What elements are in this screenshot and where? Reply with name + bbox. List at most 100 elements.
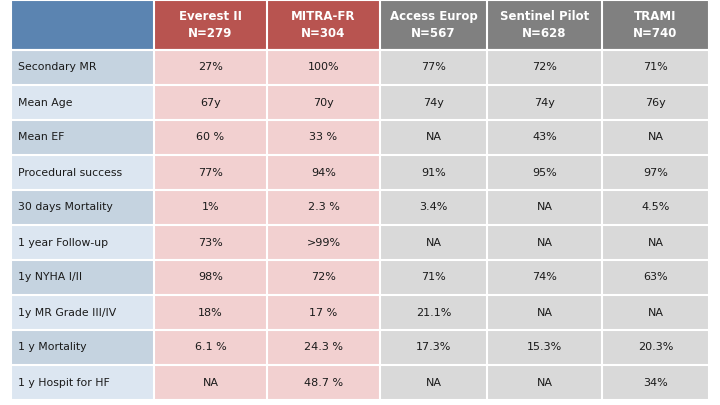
Text: 33 %: 33 %	[310, 132, 338, 143]
Text: >99%: >99%	[307, 237, 341, 247]
Text: 17.3%: 17.3%	[416, 343, 451, 352]
Text: 77%: 77%	[198, 168, 223, 177]
Text: 76y: 76y	[645, 98, 666, 107]
Text: Secondary MR: Secondary MR	[18, 62, 96, 72]
Bar	[380, 365, 487, 400]
Bar	[267, 0, 380, 50]
Bar	[11, 330, 154, 365]
Bar	[487, 0, 602, 50]
Bar	[267, 225, 380, 260]
Bar	[11, 120, 154, 155]
Bar	[380, 85, 487, 120]
Bar	[487, 365, 602, 400]
Text: NA: NA	[536, 237, 552, 247]
Text: Mean Age: Mean Age	[18, 98, 73, 107]
Text: 70y: 70y	[313, 98, 334, 107]
Bar	[267, 365, 380, 400]
Bar	[380, 295, 487, 330]
Bar	[602, 0, 709, 50]
Bar	[267, 85, 380, 120]
Bar	[487, 330, 602, 365]
Bar	[154, 0, 267, 50]
Bar	[380, 0, 487, 50]
Bar	[380, 155, 487, 190]
Text: Sentinel Pilot
N=628: Sentinel Pilot N=628	[500, 10, 589, 40]
Text: 48.7 %: 48.7 %	[304, 377, 343, 388]
Text: NA: NA	[536, 377, 552, 388]
Text: 74y: 74y	[423, 98, 444, 107]
Bar	[154, 190, 267, 225]
Bar	[11, 155, 154, 190]
Bar	[487, 50, 602, 85]
Bar	[602, 225, 709, 260]
Text: Procedural success: Procedural success	[18, 168, 122, 177]
Text: 97%: 97%	[643, 168, 668, 177]
Bar	[11, 50, 154, 85]
Bar	[11, 225, 154, 260]
Bar	[602, 50, 709, 85]
Text: Mean EF: Mean EF	[18, 132, 64, 143]
Bar	[602, 330, 709, 365]
Bar	[267, 330, 380, 365]
Text: TRAMI
N=740: TRAMI N=740	[634, 10, 678, 40]
Bar	[154, 330, 267, 365]
Text: Access Europ
N=567: Access Europ N=567	[390, 10, 477, 40]
Text: 72%: 72%	[311, 273, 336, 283]
Text: 4.5%: 4.5%	[642, 202, 670, 213]
Bar	[11, 260, 154, 295]
Text: 72%: 72%	[532, 62, 557, 72]
Text: 3.4%: 3.4%	[419, 202, 448, 213]
Bar	[602, 365, 709, 400]
Text: NA: NA	[202, 377, 218, 388]
Bar	[602, 295, 709, 330]
Bar	[154, 260, 267, 295]
Text: 43%: 43%	[532, 132, 557, 143]
Text: 74%: 74%	[532, 273, 557, 283]
Text: 2.3 %: 2.3 %	[307, 202, 339, 213]
Text: NA: NA	[647, 237, 664, 247]
Text: NA: NA	[647, 307, 664, 318]
Text: 1 y Mortality: 1 y Mortality	[18, 343, 86, 352]
Bar	[602, 155, 709, 190]
Bar	[154, 295, 267, 330]
Text: 15.3%: 15.3%	[527, 343, 562, 352]
Text: 60 %: 60 %	[197, 132, 225, 143]
Text: 67y: 67y	[200, 98, 221, 107]
Text: 1 y Hospit for HF: 1 y Hospit for HF	[18, 377, 109, 388]
Bar	[267, 260, 380, 295]
Text: 17 %: 17 %	[310, 307, 338, 318]
Bar	[154, 155, 267, 190]
Bar	[267, 155, 380, 190]
Bar	[267, 190, 380, 225]
Text: 1y MR Grade III/IV: 1y MR Grade III/IV	[18, 307, 116, 318]
Bar	[11, 0, 154, 50]
Bar	[267, 50, 380, 85]
Text: 1 year Follow-up: 1 year Follow-up	[18, 237, 108, 247]
Text: Everest II
N=279: Everest II N=279	[179, 10, 242, 40]
Bar	[380, 50, 487, 85]
Text: 98%: 98%	[198, 273, 223, 283]
Text: NA: NA	[536, 307, 552, 318]
Text: 100%: 100%	[307, 62, 339, 72]
Text: 20.3%: 20.3%	[638, 343, 673, 352]
Text: 74y: 74y	[534, 98, 555, 107]
Text: 94%: 94%	[311, 168, 336, 177]
Bar	[154, 365, 267, 400]
Text: NA: NA	[536, 202, 552, 213]
Bar	[267, 120, 380, 155]
Bar	[11, 85, 154, 120]
Text: NA: NA	[426, 377, 441, 388]
Text: 6.1 %: 6.1 %	[194, 343, 226, 352]
Bar	[154, 225, 267, 260]
Bar	[487, 85, 602, 120]
Text: 30 days Mortality: 30 days Mortality	[18, 202, 113, 213]
Bar	[154, 85, 267, 120]
Text: 71%: 71%	[643, 62, 668, 72]
Bar	[487, 190, 602, 225]
Bar	[380, 120, 487, 155]
Text: 95%: 95%	[532, 168, 557, 177]
Bar	[602, 120, 709, 155]
Text: 27%: 27%	[198, 62, 223, 72]
Text: 91%: 91%	[421, 168, 446, 177]
Bar	[602, 260, 709, 295]
